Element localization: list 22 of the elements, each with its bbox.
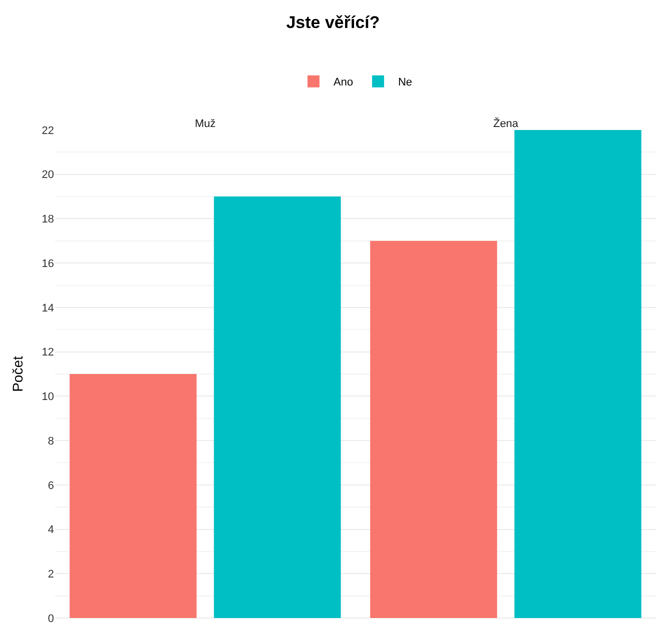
y-tick-label: 12 <box>42 346 54 359</box>
y-tick-label: 6 <box>48 480 54 492</box>
y-tick-label: 4 <box>48 524 54 536</box>
y-tick-label: 22 <box>42 124 54 137</box>
y-tick-label: 2 <box>48 568 54 580</box>
y-tick-label: 16 <box>42 258 54 270</box>
bar <box>214 196 341 618</box>
x-tick-label: Muž <box>194 118 216 130</box>
legend-label: Ano <box>334 76 354 89</box>
y-tick-label: 20 <box>42 169 54 182</box>
y-tick-label: 8 <box>48 435 54 448</box>
y-tick-label: 18 <box>42 214 54 226</box>
x-tick-label: Žena <box>493 116 520 130</box>
y-tick-label: 10 <box>42 391 54 404</box>
bar <box>514 130 642 618</box>
legend-label: Ne <box>398 76 412 89</box>
y-tick-label: 0 <box>48 612 54 625</box>
y-tick-label: 14 <box>42 302 54 314</box>
bar <box>70 374 197 618</box>
bar <box>370 240 498 618</box>
y-axis-title: Počet <box>9 356 26 392</box>
chart-title: Jste věřící? <box>286 12 380 32</box>
